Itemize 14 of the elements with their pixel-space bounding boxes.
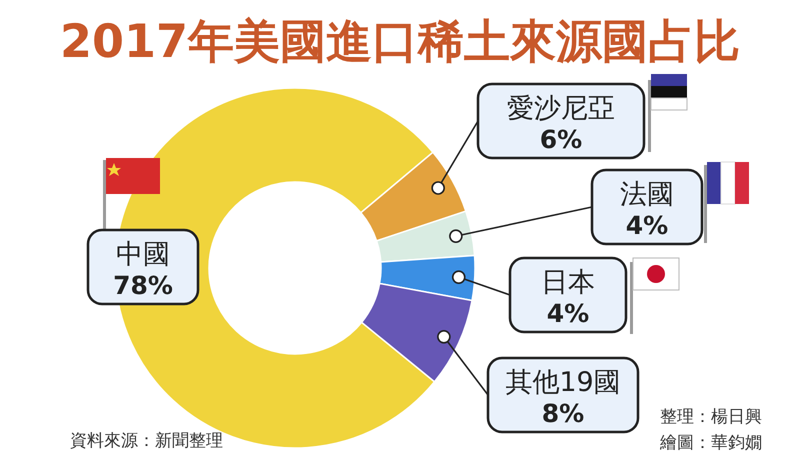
annotation: 繪圖：華鈞嫺 — [660, 433, 762, 453]
annotation: 資料來源：新聞整理 — [70, 431, 223, 451]
data-label: 4% — [546, 299, 590, 328]
annotation: 整理：楊日興 — [660, 407, 762, 427]
data-label: 6% — [540, 125, 582, 154]
slice-label: 愛沙尼亞 — [507, 93, 615, 124]
slice-label: 中國 — [116, 239, 170, 270]
slice-label: 法國 — [620, 179, 674, 210]
data-label: 8% — [542, 399, 584, 428]
data-label: 78% — [113, 271, 173, 300]
data-label: 4% — [626, 211, 668, 240]
slice-label: 日本 — [541, 267, 595, 298]
slice-label: 其他19國 — [505, 367, 621, 398]
title: 2017年美國進口稀土來源國占比 — [60, 14, 740, 68]
